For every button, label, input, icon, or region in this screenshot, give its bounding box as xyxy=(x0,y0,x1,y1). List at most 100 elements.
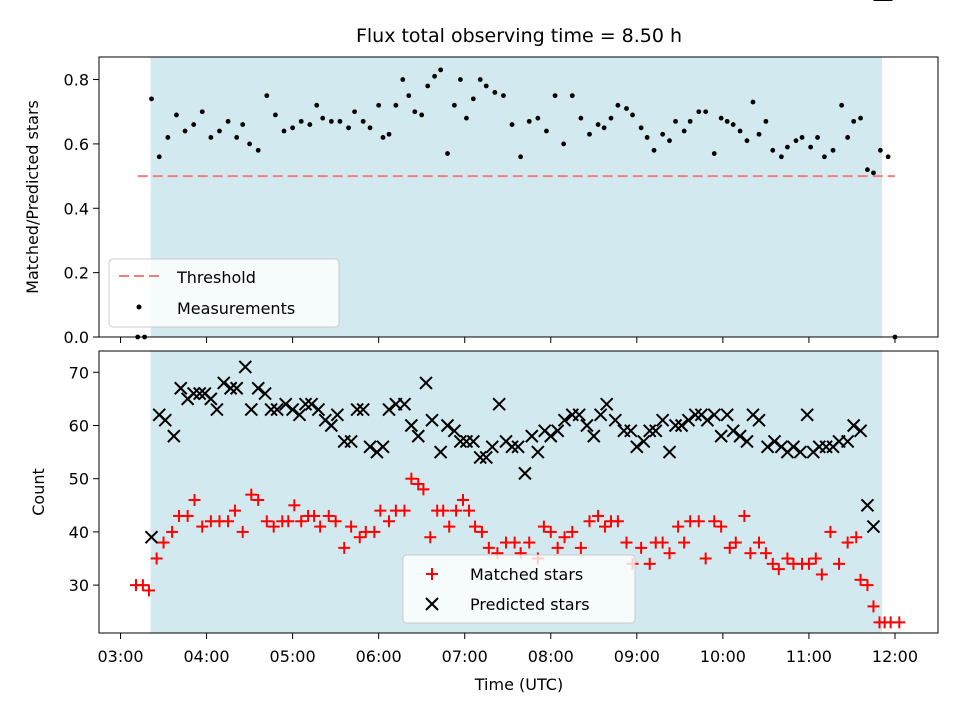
measurement-point xyxy=(569,93,575,99)
predicted-star-point xyxy=(630,440,644,454)
predicted-star-point xyxy=(167,429,181,443)
matched-star-point xyxy=(338,541,351,554)
matched-star-point xyxy=(833,557,846,570)
measurement-point xyxy=(851,118,857,124)
ratio-panel-frame xyxy=(98,56,939,338)
predicted-star-point xyxy=(285,402,300,417)
matched-star-point xyxy=(417,483,430,496)
matched-star-point xyxy=(678,536,691,549)
ratio-legend-box xyxy=(108,258,340,328)
predicted-star-point xyxy=(363,440,377,454)
measurement-point xyxy=(638,125,644,131)
matched-star-point xyxy=(329,515,342,528)
measurement-point xyxy=(509,122,515,127)
predicted-star-point xyxy=(433,445,448,459)
measurement-point xyxy=(367,125,373,131)
matched-star-point xyxy=(469,520,482,533)
predicted-star-point xyxy=(572,408,586,422)
measurement-point xyxy=(744,138,750,144)
measurement-points xyxy=(135,67,898,340)
measurement-point xyxy=(830,147,836,153)
predicted-star-point xyxy=(624,424,638,438)
measurement-point xyxy=(535,115,541,121)
y-tick-label: 50 xyxy=(69,470,89,489)
matched-star-point xyxy=(456,493,469,506)
matched-star-point xyxy=(537,520,550,533)
measurement-point xyxy=(660,131,666,137)
measurement-point xyxy=(839,102,845,108)
matched-star-point xyxy=(252,493,265,506)
matched-star-point xyxy=(815,568,828,581)
measurement-point xyxy=(165,135,171,140)
matched-star-point xyxy=(475,525,488,538)
measurement-point xyxy=(696,109,702,115)
predicted-star-point xyxy=(192,386,207,401)
measurement-point xyxy=(470,96,476,102)
predicted-star-point xyxy=(186,386,201,401)
matched-star-point xyxy=(482,541,495,554)
matched-star-point xyxy=(809,552,822,565)
predicted-star-point xyxy=(304,397,319,411)
predicted-star-point xyxy=(740,434,754,449)
matched-star-point xyxy=(544,525,557,538)
measurement-point xyxy=(290,125,296,131)
measurement-point xyxy=(337,118,343,124)
measurement-point xyxy=(380,135,386,140)
predicted-star-point xyxy=(311,402,326,417)
measurement-point xyxy=(208,135,214,140)
measurement-point xyxy=(681,128,687,134)
count-panel: 30 40 50 60 70 03:00 04:00 05:00 06:00 07:00 08:0… xyxy=(29,0,939,694)
measurement-point xyxy=(412,109,418,115)
measurement-point xyxy=(255,147,261,153)
predicted-star-point xyxy=(786,440,801,454)
measurement-point xyxy=(630,112,635,118)
measurement-point xyxy=(234,135,240,140)
measurement-point xyxy=(526,118,532,124)
predicted-star-point xyxy=(681,413,696,427)
predicted-star-point xyxy=(793,445,808,459)
matched-star-point xyxy=(196,520,209,533)
measurement-point xyxy=(386,131,392,137)
matched-star-point xyxy=(374,504,387,517)
measurement-point xyxy=(673,118,678,124)
measurement-point xyxy=(156,154,162,160)
measurement-point xyxy=(425,83,431,89)
measurement-point xyxy=(225,118,231,124)
predicted-star-point xyxy=(580,418,594,433)
predicted-star-point xyxy=(840,434,855,449)
measurement-point xyxy=(858,115,863,121)
matched-star-point xyxy=(136,579,149,592)
measurement-point xyxy=(307,122,313,127)
measurement-point xyxy=(376,102,382,108)
x-tick-label: 09:00 xyxy=(614,647,660,666)
matched-star-point xyxy=(314,520,327,533)
predicted-star-point xyxy=(210,402,224,417)
measurement-point xyxy=(281,128,287,134)
predicted-star-point xyxy=(505,440,519,454)
measurement-point xyxy=(651,147,657,153)
matched-star-point xyxy=(802,557,815,570)
predicted-star-point xyxy=(229,381,244,395)
matched-star-point xyxy=(708,515,721,528)
matched-star-point xyxy=(715,520,728,533)
measurement-point xyxy=(501,93,506,99)
predicted-legend-label: Predicted stars xyxy=(470,595,590,614)
matched-star-point xyxy=(288,499,301,512)
predicted-star-point xyxy=(593,408,608,422)
predicted-star-point xyxy=(752,413,766,427)
ratio-y-axis-label: Matched/Predicted stars xyxy=(23,100,42,294)
measurement-point xyxy=(644,135,650,140)
x-tick-label: 10:00 xyxy=(700,647,746,666)
predicted-star-point xyxy=(324,418,339,433)
matched-star-point xyxy=(738,509,751,522)
y-tick-label: 0.6 xyxy=(64,135,89,154)
predicted-star-point xyxy=(668,418,683,433)
matched-star-point xyxy=(841,536,854,549)
count-panel-frame xyxy=(98,350,939,634)
matched-star-point xyxy=(551,541,564,554)
matched-star-point xyxy=(267,520,280,533)
matched-star-point xyxy=(368,525,381,538)
matched-star-point xyxy=(424,531,437,544)
measurement-point xyxy=(730,122,736,127)
predicted-star-point xyxy=(258,386,272,401)
